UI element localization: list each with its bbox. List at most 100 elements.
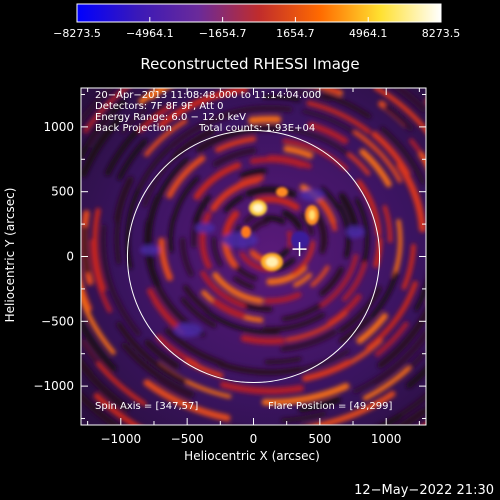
ripple-arc (81, 226, 90, 274)
blue-patch (195, 223, 215, 233)
colorbar: −8273.5 −4964.1 −1654.7 1654.7 4964.1 8273.5 (53, 3, 460, 40)
ripple-arc (306, 100, 371, 134)
info-block: 20−Apr−2013 11:08:48.000 to 11:14:04.000… (95, 90, 392, 412)
ripple-arc (120, 107, 148, 135)
ripple-arc (448, 157, 464, 196)
colorbar-tick-label: 8273.5 (422, 27, 461, 40)
blue-patch (222, 232, 258, 248)
ripple-arc (138, 104, 173, 133)
ripple-arc (322, 92, 372, 119)
y-tick-label: 1000 (43, 120, 74, 134)
plot-title: Reconstructed RHESSI Image (140, 55, 359, 73)
spin-axis-label: Spin Axis = [347,57] (95, 401, 198, 412)
ripple-arc (93, 393, 141, 425)
ripple-arc (377, 393, 426, 425)
ripple-arc (486, 141, 500, 186)
ripple-arc (452, 196, 458, 281)
colorbar-tick-label: −4964.1 (126, 27, 174, 40)
ripple-arc (432, 365, 484, 419)
colorbar-strip (76, 3, 442, 23)
solar-limb-circle (126, 129, 381, 384)
ripple-arc (450, 109, 492, 185)
ripple-arc (445, 325, 468, 360)
info-method: Back Projection (95, 123, 172, 134)
ripple-arc (382, 205, 393, 243)
ripple-arc (406, 365, 426, 389)
ripple-arc (407, 42, 439, 64)
ripple-arc (216, 360, 302, 376)
ripple-arc (233, 275, 255, 290)
ripple-arc (81, 336, 99, 364)
ripple-arc (164, 327, 225, 367)
ripple-arc (456, 271, 464, 299)
y-tick-label: −500 (41, 314, 74, 328)
ripple-arc (114, 214, 122, 265)
ripple-arc (144, 339, 180, 370)
ripple-arc (264, 356, 302, 365)
image-sources (241, 187, 319, 271)
flare-position-label: Flare Position = [49,299] (268, 401, 392, 412)
ripple-arc (200, 270, 247, 309)
colorbar-tick-label: −8273.5 (53, 27, 101, 40)
timestamp: 12−May−2022 21:30 (354, 483, 494, 498)
ripple-arc (286, 88, 331, 102)
ripple-arc (245, 186, 297, 198)
blue-patch (346, 226, 364, 238)
colorbar-tick-label: 4964.1 (349, 27, 388, 40)
ripple-arc (373, 237, 383, 268)
ripple-arc (156, 377, 193, 399)
ripple-arc (379, 414, 402, 425)
ripple-arc (435, 79, 478, 129)
ripple-arc (338, 286, 382, 334)
ripple-arc (61, 235, 71, 300)
ripple-arc (113, 176, 134, 223)
ripple-arc (184, 358, 224, 379)
ripple-arc (459, 302, 490, 361)
x-tick-label: −500 (171, 432, 204, 446)
ripple-arc (239, 168, 267, 179)
ripple-arc (319, 266, 345, 297)
ripple-arc (282, 138, 349, 172)
ripple-arc (195, 124, 282, 153)
ripple-arc (261, 382, 350, 406)
ripple-arc (347, 152, 371, 176)
y-tick-label: 500 (51, 185, 74, 199)
ripple-arc (356, 313, 388, 344)
ripple-arc (81, 88, 115, 126)
dark-core (291, 231, 309, 249)
ripple-arc (298, 396, 341, 413)
x-tick-label: 1000 (371, 432, 402, 446)
ripple-arc (310, 265, 330, 288)
ripple-arc (212, 298, 246, 319)
ripple-arc (318, 88, 341, 95)
ripple-arc (83, 88, 130, 134)
ripple-arc (248, 115, 282, 124)
colorbar-tick-labels: −8273.5 −4964.1 −1654.7 1654.7 4964.1 8273.5 (53, 27, 460, 40)
ripple-arc (81, 393, 119, 425)
ripple-arc (240, 334, 286, 345)
bright-source (253, 204, 263, 212)
ripple-arc (143, 379, 231, 422)
blue-patch (174, 323, 202, 337)
ripple-arc (266, 264, 307, 286)
info-line-energy: Energy Range: 6.0 − 12.0 keV (95, 112, 246, 123)
ripple-arc (396, 162, 426, 233)
ripple-arc (302, 359, 352, 382)
ripple-arc (373, 88, 426, 134)
ripple-arc (263, 292, 302, 304)
ripple-arc (392, 88, 426, 113)
ripple-arc (285, 311, 348, 342)
x-tick-labels: −1000 −500 0 500 1000 (101, 432, 402, 446)
ripple-arc (89, 238, 113, 313)
ripple-arc (121, 342, 195, 398)
ripple-arc (396, 408, 426, 425)
ripple-arc (414, 280, 426, 312)
ripple-arc (203, 308, 280, 335)
ripple-arc (307, 121, 349, 144)
ripple-arc (83, 58, 110, 81)
ripple-arc (53, 272, 64, 310)
colorbar-ticks (76, 17, 442, 22)
ripple-arc (158, 237, 173, 281)
ripple-arc (262, 312, 326, 332)
